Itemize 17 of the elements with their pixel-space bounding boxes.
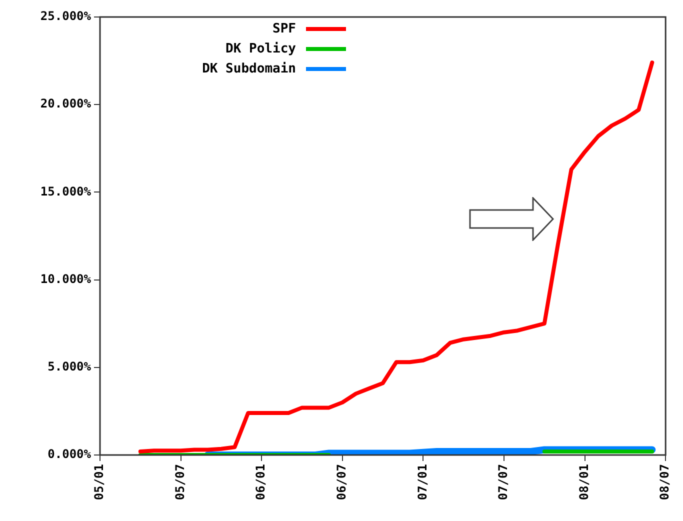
x-tick-label: 07/01 [415, 464, 430, 500]
x-tick-label: 08/01 [576, 464, 591, 500]
x-tick-label: 06/01 [254, 464, 268, 500]
x-tick-label: 05/07 [172, 464, 187, 500]
legend-label: SPF [272, 21, 296, 36]
y-tick-label: 20.000% [40, 96, 92, 111]
y-tick-label: 15.000% [40, 184, 92, 198]
legend-label: DK Policy [226, 41, 296, 56]
x-tick-label: 07/07 [496, 464, 510, 500]
x-tick-label: 05/01 [92, 464, 106, 500]
y-tick-label: 5.000% [48, 360, 92, 374]
x-tick-label: 06/07 [334, 464, 349, 500]
y-tick-label: 10.000% [40, 272, 92, 286]
legend-label: DK Subdomain [202, 61, 296, 76]
y-tick-label: 25.000% [40, 9, 92, 24]
y-tick-label: 0.000% [48, 447, 92, 462]
x-tick-label: 08/07 [658, 464, 672, 500]
